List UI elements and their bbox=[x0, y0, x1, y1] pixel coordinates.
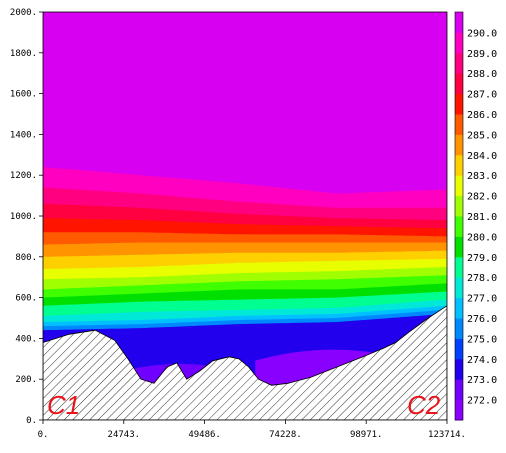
colorbar-segment bbox=[455, 93, 463, 115]
y-tick-label: 400. bbox=[15, 334, 37, 344]
colorbar-segment bbox=[455, 256, 463, 278]
colorbar-segment bbox=[455, 399, 463, 421]
colorbar-label: 274.0 bbox=[467, 355, 497, 366]
x-axis: 0. 24743. 49486. 74228. 98971. 123714. bbox=[38, 420, 466, 440]
colorbar: 272.0 273.0 274.0 275.0 276.0 277.0 278.0 279.0… bbox=[454, 11, 497, 421]
colorbar-label: 287.0 bbox=[467, 90, 497, 101]
y-tick-label: 1200. bbox=[10, 171, 37, 181]
colorbar-segment bbox=[455, 52, 463, 74]
colorbar-label: 282.0 bbox=[467, 192, 497, 203]
colorbar-frame bbox=[454, 11, 464, 421]
colorbar-label: 288.0 bbox=[467, 69, 497, 80]
colorbar-label: 283.0 bbox=[467, 171, 497, 182]
y-tick-label: 800. bbox=[15, 253, 37, 263]
colorbar-label: 286.0 bbox=[467, 110, 497, 121]
colorbar-label: 277.0 bbox=[467, 294, 497, 305]
x-tick-label: 49486. bbox=[188, 430, 221, 440]
colorbar-segment bbox=[455, 297, 463, 319]
colorbar-segment bbox=[455, 73, 463, 95]
y-tick-label: 2000. bbox=[10, 8, 37, 18]
y-tick-label: 1400. bbox=[10, 130, 37, 140]
colorbar-segment bbox=[455, 318, 463, 339]
colorbar-segment bbox=[455, 134, 463, 156]
colorbar-label: 289.0 bbox=[467, 49, 497, 60]
y-tick-label: 1000. bbox=[10, 212, 37, 222]
y-tick-label: 600. bbox=[15, 294, 37, 304]
x-tick-label: 24743. bbox=[108, 430, 141, 440]
colorbar-label: 272.0 bbox=[467, 396, 497, 407]
y-axis: 0. 200. 400. 600. 800. 1000. 1200. 1400. 1600. 18… bbox=[10, 8, 43, 426]
x-tick-label: 0. bbox=[38, 430, 49, 440]
colorbar-segment bbox=[455, 154, 463, 176]
plot-area bbox=[42, 11, 448, 421]
colorbar-segment bbox=[455, 195, 463, 217]
annotation-c1: C1 bbox=[47, 390, 80, 420]
terrain bbox=[43, 305, 447, 420]
x-tick-label: 74228. bbox=[269, 430, 302, 440]
x-tick-label: 123714. bbox=[428, 430, 466, 440]
y-tick-label: 1800. bbox=[10, 49, 37, 59]
y-tick-label: 1600. bbox=[10, 90, 37, 100]
colorbar-label: 285.0 bbox=[467, 130, 497, 141]
colorbar-segment bbox=[455, 114, 463, 135]
colorbar-segment bbox=[455, 175, 463, 197]
colorbar-segment bbox=[455, 277, 463, 299]
annotation-c2: C2 bbox=[407, 390, 441, 420]
colorbar-label: 280.0 bbox=[467, 232, 497, 243]
colorbar-segment bbox=[455, 379, 463, 401]
colorbar-segment bbox=[455, 358, 463, 380]
x-tick-label: 98971. bbox=[350, 430, 383, 440]
y-tick-label: 0. bbox=[26, 416, 37, 426]
colorbar-label: 276.0 bbox=[467, 314, 497, 325]
colorbar-segment bbox=[455, 12, 463, 33]
y-tick-label: 200. bbox=[15, 375, 37, 385]
colorbar-label: 275.0 bbox=[467, 334, 497, 345]
colorbar-label: 279.0 bbox=[467, 253, 497, 264]
colorbar-segment bbox=[455, 32, 463, 54]
colorbar-segment bbox=[455, 338, 463, 360]
colorbar-label: 290.0 bbox=[467, 28, 497, 39]
colorbar-segment bbox=[455, 236, 463, 258]
colorbar-label: 278.0 bbox=[467, 273, 497, 284]
colorbar-label: 284.0 bbox=[467, 151, 497, 162]
colorbar-label: 281.0 bbox=[467, 212, 497, 223]
colorbar-label: 273.0 bbox=[467, 375, 497, 386]
colorbar-segment bbox=[455, 216, 463, 237]
